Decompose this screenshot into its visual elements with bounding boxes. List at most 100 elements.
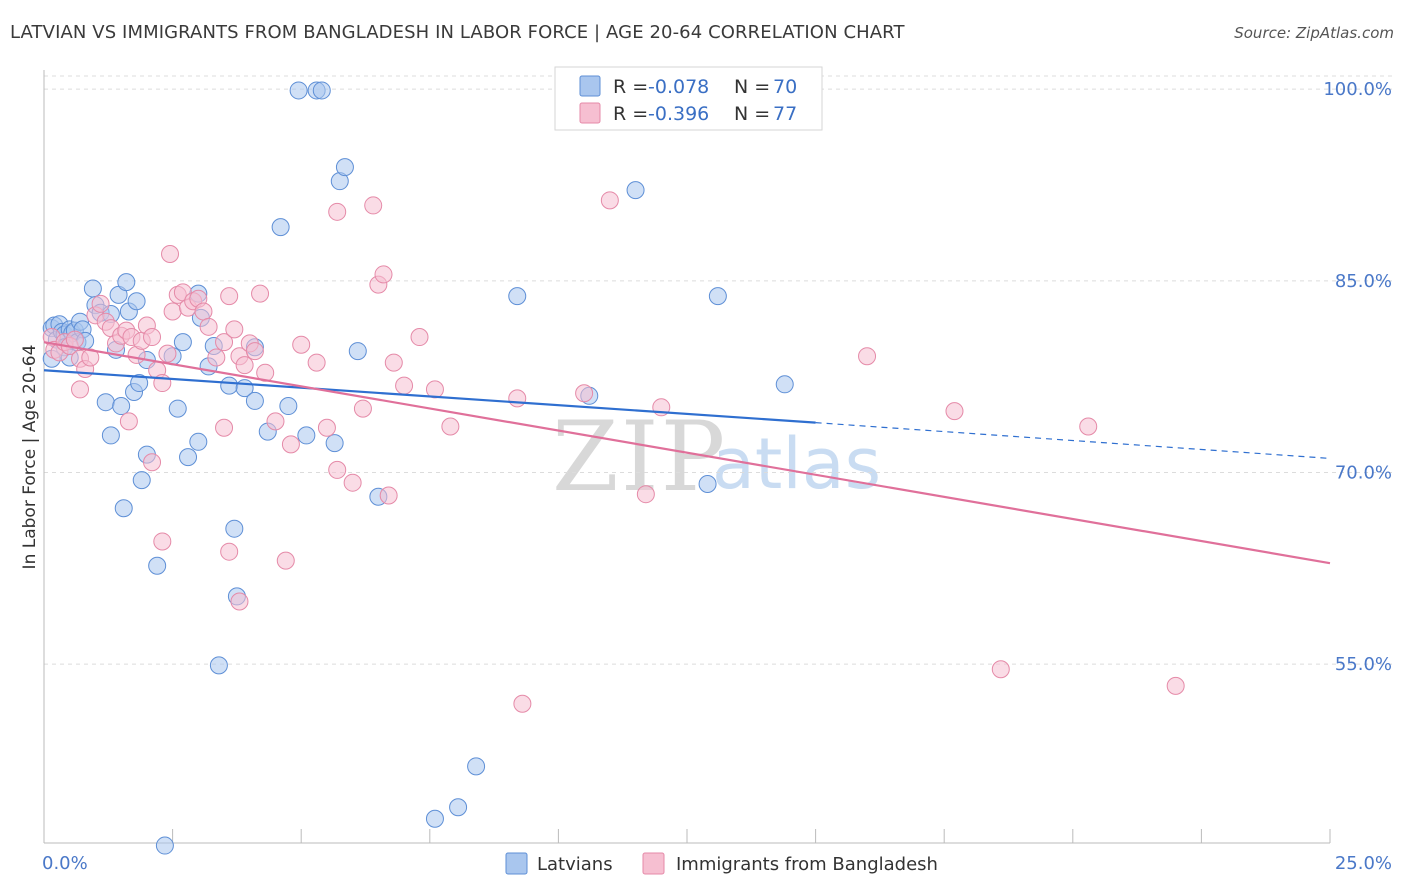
bottom-legend: Latvians Immigrants from Bangladesh xyxy=(505,852,938,875)
latvians-trend-line xyxy=(43,369,816,424)
latvians-point xyxy=(179,448,198,467)
bangladesh-point xyxy=(1079,417,1098,436)
latvians-point xyxy=(96,393,115,412)
latvians-point xyxy=(297,426,316,445)
latvians-point xyxy=(335,158,354,177)
bangladesh-trend-line xyxy=(43,341,1331,565)
legend-r-label-1: R = xyxy=(613,76,648,98)
bangladesh-point xyxy=(292,335,311,354)
bangladesh-point xyxy=(194,302,213,321)
bangladesh-point xyxy=(71,380,90,399)
bangladesh-point xyxy=(307,353,326,372)
bangladesh-point xyxy=(353,399,372,418)
y-tick-label: 70.0% xyxy=(1335,462,1392,483)
bottom-legend-swatch-bangladesh xyxy=(642,852,665,875)
bangladesh-point xyxy=(266,412,285,431)
bangladesh-point xyxy=(119,412,138,431)
latvians-point xyxy=(112,397,131,416)
latvians-point xyxy=(155,836,174,855)
latvians-point xyxy=(626,181,645,200)
top-legend: R = -0.078 N = 70 R = -0.396 N = 77 xyxy=(554,66,823,131)
trend-lines xyxy=(43,341,1331,565)
bangladesh-point xyxy=(384,353,403,372)
latvians-point xyxy=(775,375,794,394)
y-tick-label: 55.0% xyxy=(1335,654,1392,675)
bangladesh-point xyxy=(143,453,162,472)
bangladesh-point xyxy=(158,344,177,363)
latvians-point xyxy=(698,474,717,493)
latvians-point xyxy=(173,333,192,352)
latvians-point xyxy=(189,432,208,451)
y-tick-labels: 55.0% 70.0% 85.0% 100.0% xyxy=(1323,79,1392,675)
watermark-atlas: atlas xyxy=(712,423,881,505)
latvians-point xyxy=(130,374,149,393)
bangladesh-point xyxy=(410,328,429,347)
bangladesh-point xyxy=(235,356,254,375)
y-tick-label: 85.0% xyxy=(1335,271,1392,292)
bangladesh-point xyxy=(215,333,234,352)
legend-n-label-2: N = xyxy=(734,103,770,125)
bangladesh-point xyxy=(161,244,180,263)
latvians-point xyxy=(117,273,136,292)
bangladesh-point xyxy=(343,473,362,492)
legend-swatch-bangladesh xyxy=(579,102,601,124)
x-tick-label-min: 0.0% xyxy=(42,853,88,874)
latvians-point xyxy=(325,434,344,453)
bangladesh-point xyxy=(945,402,964,421)
latvians-trend-extension xyxy=(815,422,1331,460)
legend-n-label-1: N = xyxy=(734,76,770,98)
bangladesh-point xyxy=(636,485,655,504)
bangladesh-point xyxy=(251,284,270,303)
legend-n-value-1: 70 xyxy=(773,76,797,98)
bangladesh-point xyxy=(153,532,172,551)
bottom-legend-swatch-latvians xyxy=(505,852,528,875)
bangladesh-point xyxy=(199,317,218,336)
latvians-point xyxy=(508,287,527,306)
bangladesh-point xyxy=(575,384,594,403)
latvians-point xyxy=(209,656,228,675)
latvians-point xyxy=(114,499,133,518)
bangladesh-point xyxy=(230,592,249,611)
bangladesh-point xyxy=(317,418,336,437)
chart-title: LATVIAN VS IMMIGRANTS FROM BANGLADESH IN… xyxy=(10,22,905,43)
bangladesh-point xyxy=(364,196,383,215)
x-ticks xyxy=(172,829,1331,843)
latvians-point xyxy=(425,809,444,828)
bangladesh-points xyxy=(42,191,1185,713)
latvians-point xyxy=(148,556,167,575)
x-tick-label-max: 25.0% xyxy=(1335,853,1392,874)
latvians-point xyxy=(467,757,486,776)
bangladesh-point xyxy=(395,376,414,395)
bangladesh-point xyxy=(379,486,398,505)
bangladesh-point xyxy=(220,287,239,306)
bangladesh-point xyxy=(256,363,275,382)
bangladesh-point xyxy=(1166,676,1185,695)
bangladesh-point xyxy=(425,380,444,399)
latvians-point xyxy=(220,376,239,395)
bangladesh-point xyxy=(276,551,295,570)
latvians-point xyxy=(708,287,727,306)
latvians-point xyxy=(348,342,367,361)
latvians-point xyxy=(245,391,264,410)
latvians-point xyxy=(132,471,151,490)
latvians-point xyxy=(101,426,120,445)
latvians-point xyxy=(449,798,468,817)
latvians-point xyxy=(168,399,187,418)
latvians-point xyxy=(289,81,308,100)
latvians-point xyxy=(225,519,244,538)
bangladesh-point xyxy=(215,418,234,437)
bangladesh-point xyxy=(225,320,244,339)
latvians-point xyxy=(279,397,298,416)
bangladesh-point xyxy=(508,389,527,408)
bangladesh-point xyxy=(600,191,619,210)
bangladesh-point xyxy=(441,417,460,436)
source-label: Source: ZipAtlas.com xyxy=(1234,24,1394,42)
y-axis-title: In Labor Force | Age 20-64 xyxy=(20,345,40,570)
bangladesh-point xyxy=(143,328,162,347)
bangladesh-point xyxy=(991,660,1010,679)
legend-r-value-2: -0.396 xyxy=(648,103,709,125)
bangladesh-point xyxy=(328,460,347,479)
bottom-legend-latvians: Latvians xyxy=(537,854,613,875)
bangladesh-point xyxy=(163,302,182,321)
